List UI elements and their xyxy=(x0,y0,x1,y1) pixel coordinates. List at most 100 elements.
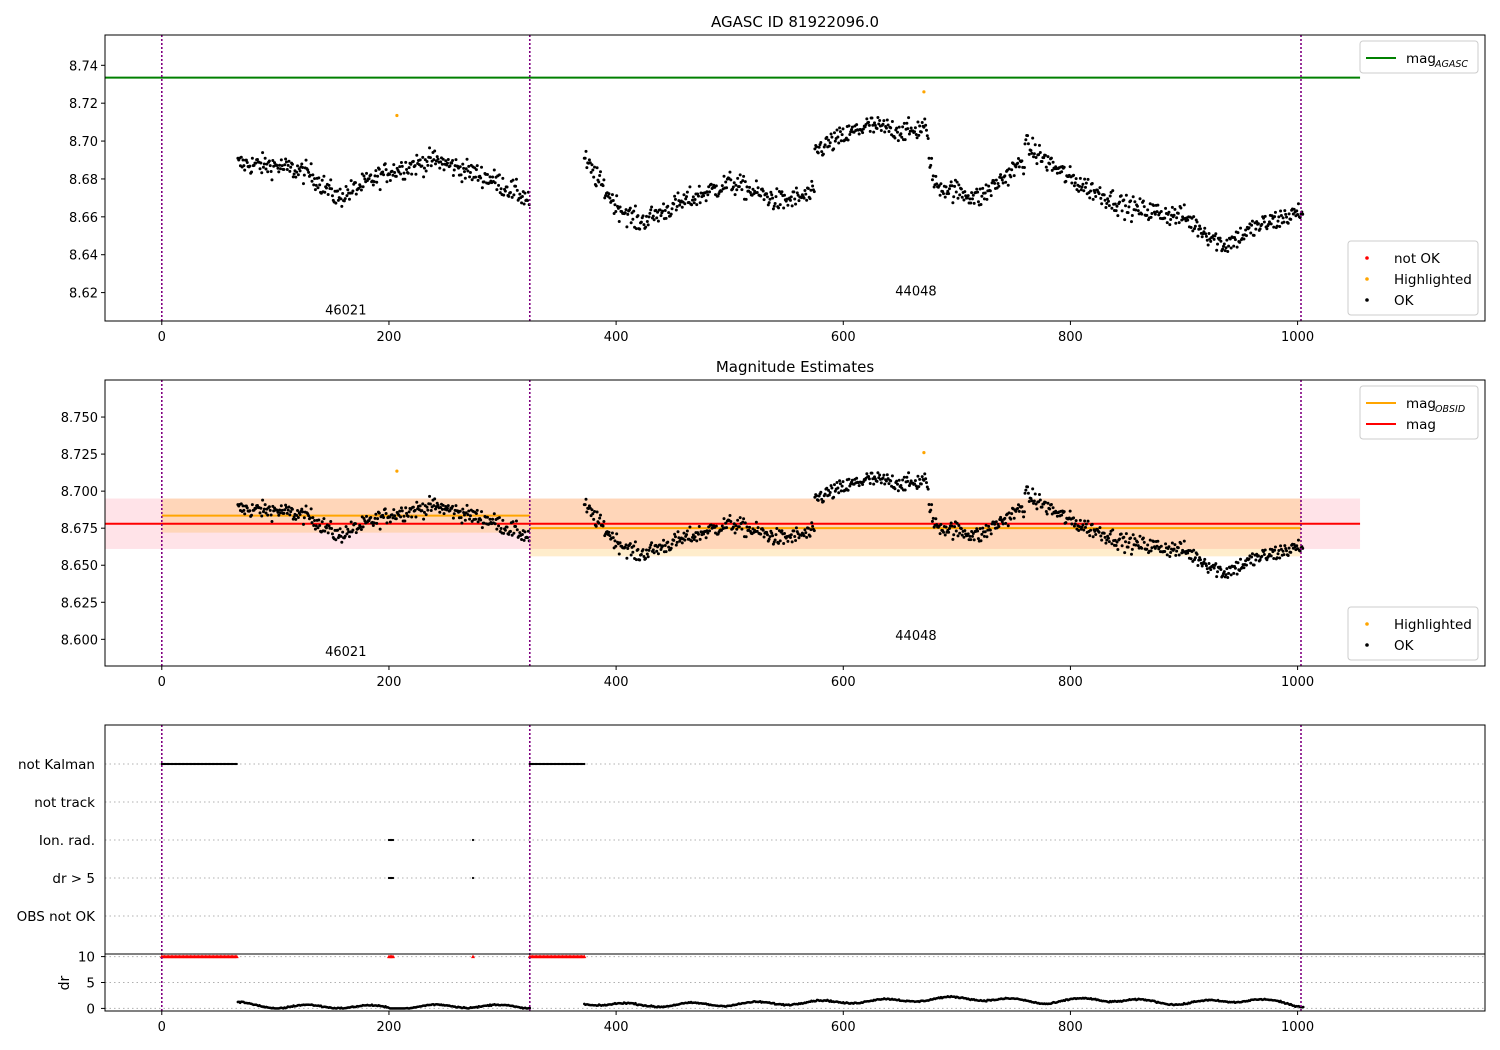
ok-point xyxy=(907,471,911,475)
ok-point xyxy=(774,533,778,537)
ok-point xyxy=(938,193,942,197)
ok-point xyxy=(1098,526,1102,530)
ok-point xyxy=(480,526,484,530)
ok-point xyxy=(422,517,426,521)
ok-point xyxy=(879,128,883,132)
ok-point xyxy=(312,183,316,187)
ok-point xyxy=(424,513,428,517)
ok-point xyxy=(1163,549,1167,553)
ok-point xyxy=(301,166,305,170)
ok-point xyxy=(399,515,403,519)
ok-point xyxy=(1023,142,1027,146)
ok-point xyxy=(924,123,928,127)
ok-point xyxy=(362,516,366,520)
ok-point xyxy=(937,184,941,188)
ok-point xyxy=(955,180,959,184)
ok-point xyxy=(442,512,446,516)
ok-point xyxy=(1083,519,1087,523)
ok-point xyxy=(755,529,759,533)
ok-point xyxy=(846,488,850,492)
ok-point xyxy=(1010,168,1014,172)
ok-point xyxy=(1094,533,1098,537)
ok-point xyxy=(744,535,748,539)
ok-point xyxy=(1282,220,1286,224)
ok-point xyxy=(833,139,837,143)
ok-point xyxy=(683,538,687,542)
ok-point xyxy=(666,204,670,208)
ok-point xyxy=(288,513,292,517)
ok-point xyxy=(388,172,392,176)
ok-point xyxy=(685,195,689,199)
ok-point xyxy=(915,136,919,140)
ok-point xyxy=(306,168,310,172)
ok-point xyxy=(502,193,506,197)
ok-point xyxy=(330,187,334,191)
ok-point xyxy=(294,517,298,521)
ok-point xyxy=(311,516,315,520)
ok-point xyxy=(797,199,801,203)
ok-point xyxy=(1055,171,1059,175)
ok-point xyxy=(797,536,801,540)
ok-point xyxy=(1152,203,1156,207)
ok-point xyxy=(374,169,378,173)
ok-point xyxy=(617,552,621,556)
ok-point xyxy=(793,534,797,538)
ok-point xyxy=(300,162,304,166)
ok-point xyxy=(461,162,465,166)
ok-point xyxy=(740,527,744,531)
ok-point xyxy=(400,164,404,168)
ok-point xyxy=(514,177,518,181)
ok-point xyxy=(1218,565,1222,569)
ok-point xyxy=(1212,237,1216,241)
ok-point xyxy=(459,516,463,520)
ok-point xyxy=(1155,210,1159,214)
ok-point xyxy=(1120,544,1124,548)
ok-point xyxy=(1285,549,1289,553)
ok-point xyxy=(930,519,934,523)
ok-point xyxy=(883,130,887,134)
flag-point xyxy=(583,762,586,766)
ok-point xyxy=(587,158,591,162)
ok-point xyxy=(1286,221,1290,225)
ok-point xyxy=(708,529,712,533)
ok-point xyxy=(432,504,436,508)
ok-point xyxy=(425,505,429,509)
ok-point xyxy=(1123,218,1127,222)
ok-point xyxy=(761,189,765,193)
ok-point xyxy=(611,536,615,540)
ok-point xyxy=(805,535,809,539)
ok-point xyxy=(354,531,358,535)
ok-point xyxy=(987,184,991,188)
ok-point xyxy=(407,166,411,170)
ok-point xyxy=(983,530,987,534)
ok-point xyxy=(451,516,455,520)
ok-point xyxy=(1134,208,1138,212)
ok-point xyxy=(330,532,334,536)
ok-point xyxy=(383,507,387,511)
ok-point xyxy=(1250,219,1254,223)
ok-point xyxy=(786,203,790,207)
ok-point xyxy=(997,524,1001,528)
ok-point xyxy=(1238,568,1242,572)
ok-point xyxy=(1165,553,1169,557)
ok-point xyxy=(970,529,974,533)
ok-point xyxy=(734,524,738,528)
ok-point xyxy=(613,203,617,207)
ok-point xyxy=(1091,197,1095,201)
ok-point xyxy=(1193,556,1197,560)
ok-point xyxy=(1022,515,1026,519)
ok-point xyxy=(1138,534,1142,538)
ok-point xyxy=(1127,541,1131,545)
ok-point xyxy=(329,520,333,524)
ok-point xyxy=(497,516,501,520)
ok-point xyxy=(943,533,947,537)
ok-point xyxy=(1083,177,1087,181)
ok-point xyxy=(391,173,395,177)
x-tick-label: 0 xyxy=(158,1020,166,1035)
ok-point xyxy=(1140,212,1144,216)
ok-point xyxy=(1277,215,1281,219)
ok-point xyxy=(879,481,883,485)
ok-point xyxy=(947,187,951,191)
ok-point xyxy=(1073,181,1077,185)
